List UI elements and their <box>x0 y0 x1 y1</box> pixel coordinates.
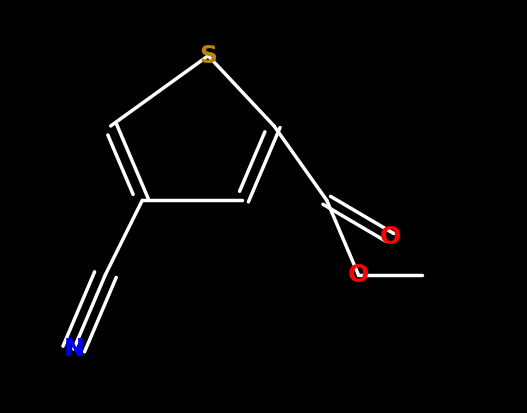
Text: N: N <box>63 337 84 361</box>
Text: O: O <box>348 263 369 287</box>
Text: S: S <box>199 44 217 68</box>
Text: O: O <box>379 225 401 249</box>
